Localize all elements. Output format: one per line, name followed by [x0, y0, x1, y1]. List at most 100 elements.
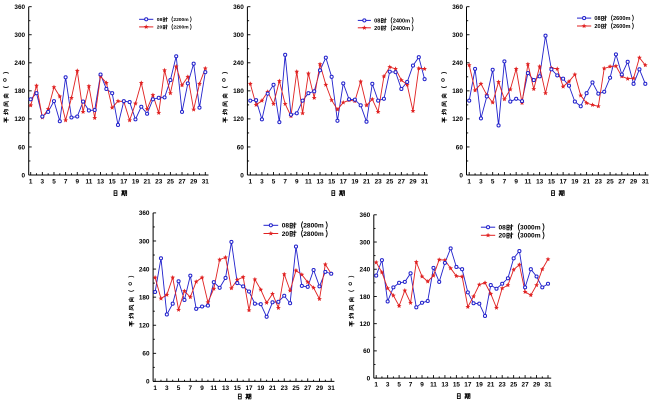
svg-text:20: 20	[157, 25, 163, 31]
svg-text:0: 0	[22, 172, 26, 179]
svg-text:23: 23	[595, 178, 603, 185]
svg-text:1: 1	[153, 385, 157, 392]
svg-text:60: 60	[237, 144, 245, 151]
svg-text:240: 240	[360, 267, 371, 274]
svg-text:11: 11	[86, 178, 93, 185]
svg-text:7: 7	[64, 178, 68, 185]
svg-text:27: 27	[398, 178, 406, 185]
svg-text:08: 08	[282, 223, 290, 230]
svg-text:7: 7	[409, 382, 413, 389]
svg-text:20: 20	[499, 233, 507, 240]
svg-text:7: 7	[283, 178, 287, 185]
svg-text:29: 29	[630, 178, 638, 185]
svg-text:300: 300	[360, 239, 371, 246]
svg-text:27: 27	[618, 178, 626, 185]
svg-text:3: 3	[479, 178, 483, 185]
svg-text:20: 20	[594, 24, 600, 30]
svg-text:360: 360	[360, 212, 371, 219]
svg-text:31: 31	[642, 178, 650, 185]
svg-text:23: 23	[499, 382, 507, 389]
svg-text:2200m: 2200m	[173, 25, 189, 31]
svg-text:2400m: 2400m	[393, 26, 410, 32]
svg-text:60: 60	[18, 144, 26, 151]
svg-text:3: 3	[260, 178, 264, 185]
svg-text:120: 120	[233, 116, 244, 123]
svg-text:1: 1	[249, 178, 253, 185]
svg-text:3: 3	[165, 385, 169, 392]
svg-text:25: 25	[510, 382, 518, 389]
svg-text:17: 17	[245, 385, 253, 392]
svg-text:08: 08	[374, 18, 380, 24]
svg-text:5: 5	[272, 178, 276, 185]
svg-text:3000m: 3000m	[520, 233, 541, 240]
svg-text:1: 1	[29, 178, 33, 185]
svg-text:360: 360	[452, 4, 463, 11]
svg-text:0: 0	[459, 172, 463, 179]
svg-text:9: 9	[295, 178, 299, 185]
svg-text:19: 19	[571, 178, 579, 185]
svg-text:11: 11	[210, 385, 217, 392]
svg-text:19: 19	[351, 178, 359, 185]
svg-text:13: 13	[316, 178, 324, 185]
svg-text:13: 13	[536, 178, 544, 185]
svg-text:08: 08	[499, 225, 507, 232]
svg-text:29: 29	[533, 382, 541, 389]
svg-text:17: 17	[464, 382, 472, 389]
svg-text:5: 5	[491, 178, 495, 185]
svg-text:0: 0	[367, 375, 371, 382]
svg-text:2200m: 2200m	[173, 17, 189, 23]
svg-text:2800m: 2800m	[303, 231, 324, 238]
svg-text:31: 31	[544, 382, 552, 389]
svg-text:19: 19	[132, 178, 140, 185]
svg-text:25: 25	[607, 178, 615, 185]
svg-text:21: 21	[363, 178, 371, 185]
svg-text:240: 240	[452, 60, 463, 67]
svg-text:9: 9	[75, 178, 79, 185]
svg-text:0: 0	[240, 172, 244, 179]
svg-text:3: 3	[41, 178, 45, 185]
svg-text:360: 360	[139, 210, 150, 217]
svg-text:3: 3	[386, 382, 390, 389]
svg-text:180: 180	[139, 294, 150, 301]
svg-text:21: 21	[144, 178, 152, 185]
svg-text:180: 180	[233, 88, 244, 95]
svg-text:300: 300	[14, 32, 25, 39]
svg-text:13: 13	[441, 382, 449, 389]
svg-text:60: 60	[456, 144, 464, 151]
svg-text:7: 7	[503, 178, 507, 185]
svg-text:27: 27	[522, 382, 530, 389]
svg-text:11: 11	[525, 178, 532, 185]
svg-text:180: 180	[14, 88, 25, 95]
svg-text:11: 11	[430, 382, 437, 389]
svg-text:15: 15	[234, 385, 242, 392]
svg-text:360: 360	[14, 4, 25, 11]
svg-text:29: 29	[190, 178, 198, 185]
svg-text:300: 300	[452, 32, 463, 39]
svg-text:31: 31	[421, 178, 429, 185]
svg-text:1: 1	[374, 382, 378, 389]
svg-text:23: 23	[375, 178, 383, 185]
svg-text:27: 27	[178, 178, 186, 185]
svg-text:1: 1	[467, 178, 471, 185]
svg-text:15: 15	[109, 178, 117, 185]
svg-text:21: 21	[269, 385, 277, 392]
svg-text:120: 120	[452, 116, 463, 123]
svg-text:25: 25	[167, 178, 175, 185]
svg-text:31: 31	[202, 178, 210, 185]
svg-text:240: 240	[14, 60, 25, 67]
svg-text:29: 29	[316, 385, 324, 392]
svg-text:60: 60	[142, 351, 150, 358]
svg-text:2600m: 2600m	[613, 24, 630, 30]
svg-text:08: 08	[594, 16, 600, 22]
svg-text:19: 19	[257, 385, 265, 392]
svg-text:17: 17	[340, 178, 348, 185]
svg-text:15: 15	[453, 382, 461, 389]
svg-text:21: 21	[583, 178, 591, 185]
svg-text:29: 29	[409, 178, 417, 185]
svg-text:300: 300	[233, 32, 244, 39]
svg-text:31: 31	[328, 385, 336, 392]
svg-text:13: 13	[97, 178, 105, 185]
svg-text:9: 9	[200, 385, 204, 392]
svg-text:2600m: 2600m	[613, 16, 630, 22]
svg-text:17: 17	[560, 178, 568, 185]
